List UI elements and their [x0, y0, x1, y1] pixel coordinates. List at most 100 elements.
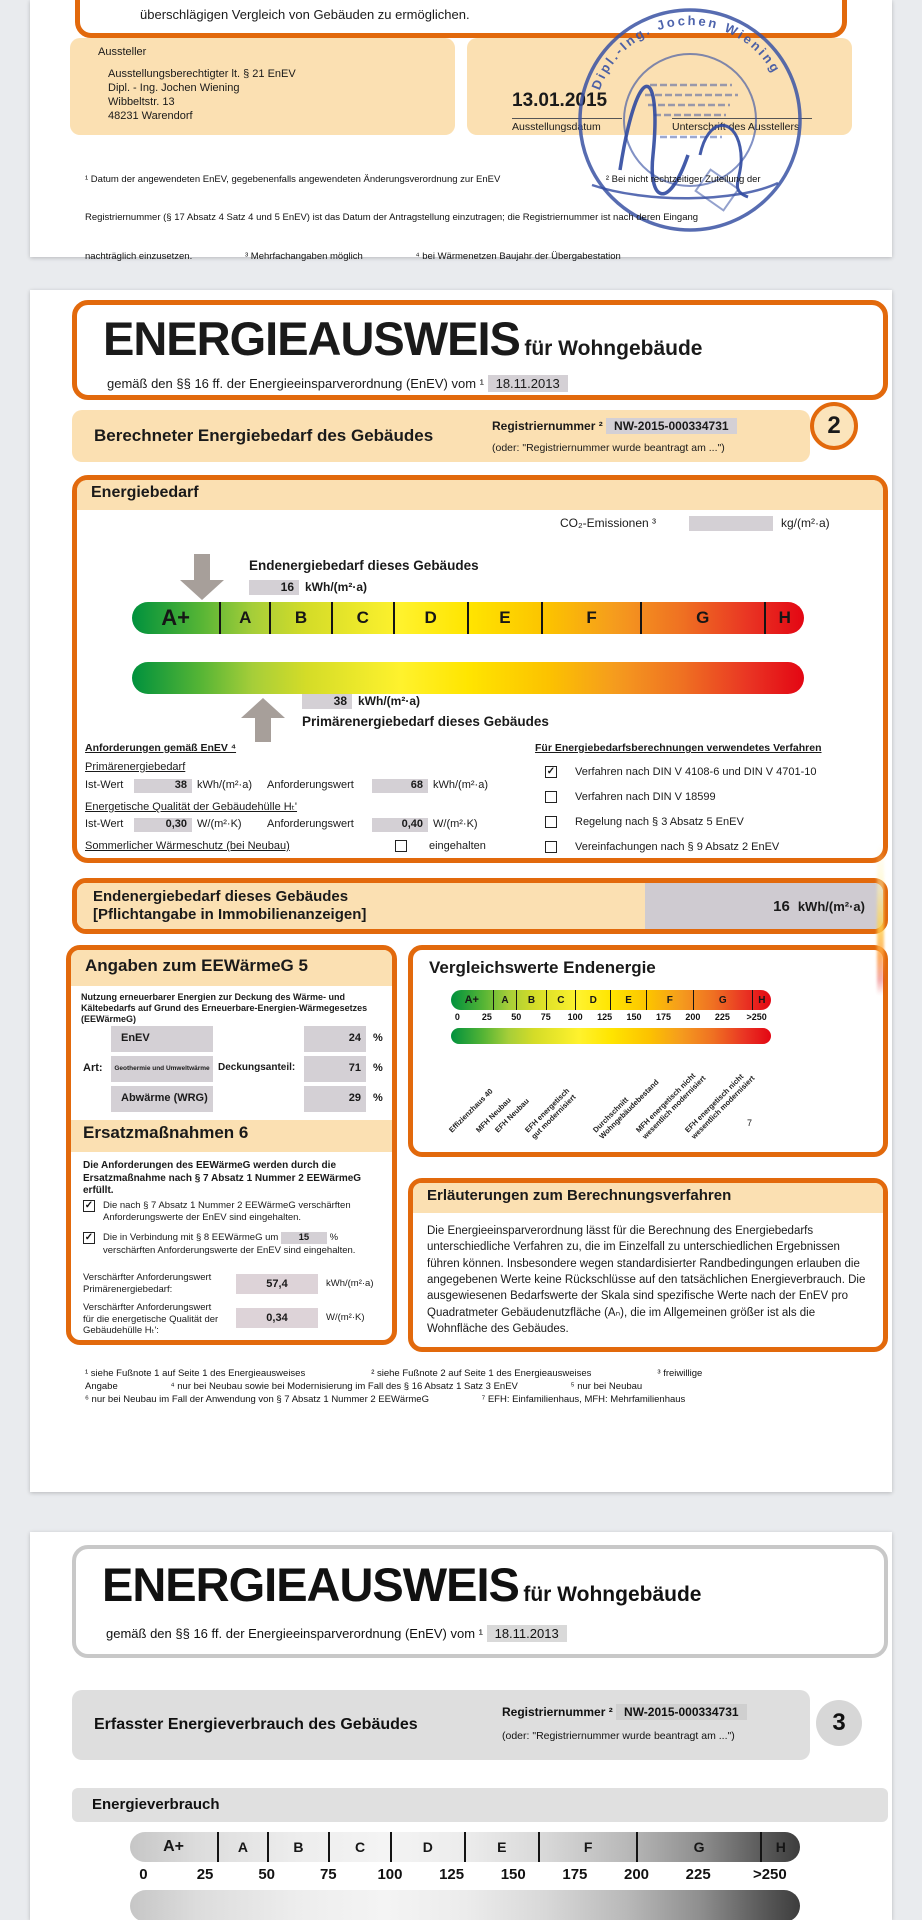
anforderungswert-unit: W/(m²·K): [433, 818, 478, 830]
enev-date-chip: 18.11.2013: [486, 1625, 567, 1642]
stamp-arc-text: Dipl.-Ing. Jochen Wiening: [588, 13, 784, 92]
ist-wert-label: Ist-Wert: [85, 818, 124, 830]
gray-scale-band-bottom: [130, 1890, 800, 1920]
scale-class: A: [217, 1832, 267, 1862]
sommer-waermeschutz-label: Sommerlicher Wärmeschutz (bei Neubau): [85, 840, 290, 852]
scale-tick: 0: [454, 1012, 460, 1022]
scale-tick: 200: [624, 1866, 650, 1883]
page-3: ENERGIEAUSWEIS für Wohngebäude gemäß den…: [30, 1532, 892, 1920]
scale-class: D: [389, 1832, 464, 1862]
page-title: ENERGIEAUSWEIS: [102, 1558, 520, 1611]
verfahren-checkbox: ✓: [545, 766, 557, 778]
eewaermeg-row2-unit: %: [373, 1062, 383, 1074]
scale-tick: 100: [567, 1012, 583, 1022]
scale-class: G: [636, 1832, 759, 1862]
gebaeudehuelle-label: Energetische Qualität der Gebäudehülle H…: [85, 801, 298, 813]
energieverbrauch-header: Energieverbrauch: [92, 1796, 220, 1813]
req1-unit: kWh/(m²·a): [326, 1278, 374, 1289]
eewaermeg-header: Angaben zum EEWärmeG 5: [85, 956, 308, 975]
page-number-badge: 3: [816, 1700, 862, 1746]
eewaermeg-row3-chip: Abwärme (WRG): [111, 1086, 213, 1112]
eewaermeg-box: Angaben zum EEWärmeG 5 Nutzung erneuerba…: [66, 945, 397, 1345]
ersatzmassnahmen-header: Ersatzmaßnahmen 6: [83, 1123, 249, 1142]
stamp-fineprint-lines: [645, 83, 738, 139]
page-number-badge: 2: [810, 402, 858, 450]
art-label: Art:: [83, 1062, 103, 1074]
scale-tick: 150: [500, 1866, 526, 1883]
page-1: überschlägigen Vergleich von Gebäuden zu…: [30, 0, 892, 262]
reg-number-value: NW-2015-000334731: [606, 418, 737, 434]
primary-energy-arrow-icon: [241, 698, 285, 742]
energiebedarf-header: Energiebedarf: [91, 484, 199, 501]
eingehalten-label: eingehalten: [429, 840, 486, 852]
footnote-line: nachträglich einzusetzen. ³ Mehrfachanga…: [85, 250, 621, 262]
vergleichswerte-box: Vergleichswerte Endenergie A+ A B C D E …: [408, 945, 888, 1157]
scale-tick: 25: [481, 1012, 492, 1022]
gray-scale-band-top: A+ A B C D E F G H: [130, 1832, 800, 1862]
mini-scale-band-top: A+ A B C D E F G H: [451, 990, 771, 1010]
scale-class: C: [328, 1832, 390, 1862]
check2-value: 15: [280, 1232, 327, 1244]
verfahren-checkbox: [545, 841, 557, 853]
ersatz-checkbox-1: ✓: [83, 1200, 95, 1212]
anforderungswert-value: 0,40: [372, 818, 428, 832]
scale-tick: 200: [685, 1012, 701, 1022]
pflicht-value: 16: [773, 897, 790, 915]
eewaermeg-row2-value: 71: [304, 1056, 366, 1082]
req2-value: 0,34: [236, 1308, 318, 1328]
page-title: ENERGIEAUSWEIS: [103, 312, 521, 365]
vergleich-label: EFH energetisch gut modernisiert: [523, 1086, 578, 1141]
primary-energy-unit: kWh/(m²·a): [358, 694, 420, 708]
eewaermeg-intro: Nutzung erneuerbarer Energien zur Deckun…: [81, 992, 368, 1024]
primaer-row: Ist-Wert 38 kWh/(m²·a) Anforderungswert …: [85, 779, 488, 793]
footnote-line: ⁶ nur bei Neubau im Fall der Anwendung v…: [85, 1393, 686, 1405]
primary-energy-value: 38: [302, 694, 352, 709]
erlaeuterungen-box: Erläuterungen zum Berechnungsverfahren D…: [408, 1178, 888, 1352]
pflicht-value-area: 16 kWh/(m²·a): [645, 883, 883, 929]
anforderungen-header: Anforderungen gemäß EnEV ⁴: [85, 742, 237, 754]
verfahren-header: Für Energiebedarfsberechnungen verwendet…: [535, 742, 822, 754]
page1-intro-box: überschlägigen Vergleich von Gebäuden zu…: [75, 0, 847, 38]
page2-footnotes: ¹ siehe Fußnote 1 auf Seite 1 des Energi…: [85, 1368, 865, 1406]
req2-label: Verschärfter Anforderungswert für die en…: [83, 1302, 219, 1336]
verfahren-checkbox: [545, 816, 557, 828]
req1-value: 57,4: [236, 1274, 318, 1294]
eewaermeg-row2-chip: Geothermie und Umweltwärme: [111, 1056, 213, 1082]
check2-post: verschärften Anforderungswerte der EnEV …: [103, 1244, 356, 1256]
scale-tick: 50: [511, 1012, 522, 1022]
ersatz-checkbox-2: ✓: [83, 1232, 95, 1244]
page-title-suffix: für Wohngebäude: [523, 1583, 702, 1606]
ist-wert-value: 0,30: [134, 818, 192, 832]
aussteller-line: Dipl. - Ing. Jochen Wiening: [108, 82, 240, 94]
mini-scale-ticks: 0 25 50 75 100 125 150 175 200 225 >250: [451, 1012, 771, 1024]
end-energy-arrow-icon: [180, 554, 224, 600]
scale-tick: 125: [597, 1012, 613, 1022]
scale-class: F: [541, 602, 640, 634]
mini-scale-band-bottom: [451, 1028, 771, 1044]
page-title-suffix: für Wohngebäude: [524, 337, 703, 360]
scale-tick: 150: [626, 1012, 642, 1022]
end-energy-value: 16: [249, 580, 299, 595]
ist-wert-label: Ist-Wert: [85, 779, 124, 791]
end-energy-label: Endenergiebedarf dieses Gebäudes: [249, 558, 479, 573]
scale-tick: 225: [714, 1012, 730, 1022]
primaerenergiebedarf-label: Primärenergiebedarf: [85, 761, 186, 773]
enev-date-chip: 18.11.2013: [487, 375, 568, 392]
ersatz-check2-label: Die in Verbindung mit § 8 EEWärmeG um 15…: [103, 1232, 391, 1257]
scale-class: A+: [464, 994, 479, 1006]
erlaeuterungen-header: Erläuterungen zum Berechnungsverfahren: [427, 1187, 732, 1204]
scale-tick: 75: [319, 1866, 337, 1883]
reg-number-value: NW-2015-000334731: [616, 1704, 747, 1720]
scale-class: E: [466, 602, 542, 634]
verfahren-label: Regelung nach § 3 Absatz 5 EnEV: [575, 816, 744, 828]
scale-tick: 0: [139, 1866, 148, 1883]
anforderungswert-label: Anforderungswert: [267, 818, 354, 830]
vergleich-footnote-mark: 7: [747, 1118, 753, 1128]
reg-number-alt: (oder: "Registriernummer wurde beantragt…: [502, 1730, 735, 1742]
eewaermeg-row1-unit: %: [373, 1032, 383, 1044]
pflicht-unit: kWh/(m²·a): [797, 898, 865, 914]
scale-class: A+: [163, 1838, 184, 1855]
ersatz-intro: Die Anforderungen des EEWärmeG werden du…: [83, 1160, 362, 1196]
page3-title-box: ENERGIEAUSWEIS für Wohngebäude gemäß den…: [72, 1545, 888, 1658]
